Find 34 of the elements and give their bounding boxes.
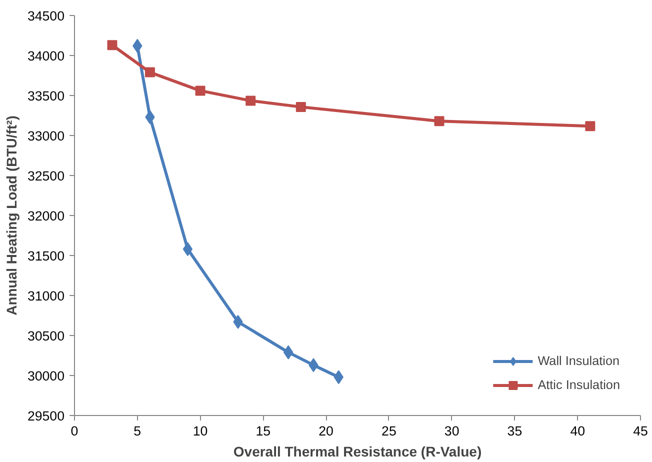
point	[585, 121, 596, 132]
x-tick-label: 35	[507, 424, 522, 438]
x-tick-label: 40	[570, 424, 586, 438]
x-axis-title: Overall Thermal Resistance (R-Value)	[233, 444, 482, 460]
x-tick-label: 0	[70, 424, 78, 438]
legend-label: Attic Insulation	[538, 378, 620, 392]
y-tick-label: 32500	[27, 168, 64, 184]
y-tick-label: 34000	[27, 48, 64, 64]
x-tick-label: 10	[192, 424, 208, 438]
point	[246, 96, 256, 106]
x-tick-label: 20	[318, 424, 334, 438]
point	[144, 67, 155, 78]
y-tick-label: 29500	[27, 408, 64, 424]
y-tick-label: 34500	[27, 8, 64, 24]
point	[283, 345, 294, 360]
point	[182, 242, 193, 256]
x-tick-label: 45	[633, 424, 648, 438]
point	[107, 40, 118, 50]
y-tick-label: 30500	[27, 328, 64, 344]
point	[195, 86, 206, 96]
y-tick-label: 33000	[27, 128, 64, 144]
y-tick-label: 32000	[27, 208, 64, 224]
legend-label: Wall Insulation	[538, 354, 620, 368]
point	[296, 102, 306, 112]
x-tick-label: 30	[444, 424, 460, 438]
x-tick-label: 15	[256, 424, 271, 438]
x-tick-label: 25	[382, 424, 396, 438]
y-tick-label: 33500	[27, 88, 64, 104]
y-tick-label: 31000	[27, 288, 64, 304]
y-tick-label: 31500	[27, 248, 64, 264]
x-tick-label: 5	[134, 424, 142, 438]
point	[434, 116, 444, 126]
y-tick-label: 30000	[27, 368, 64, 384]
y-axis-title: Annual Heating Load (BTU/ft²)	[3, 116, 20, 316]
